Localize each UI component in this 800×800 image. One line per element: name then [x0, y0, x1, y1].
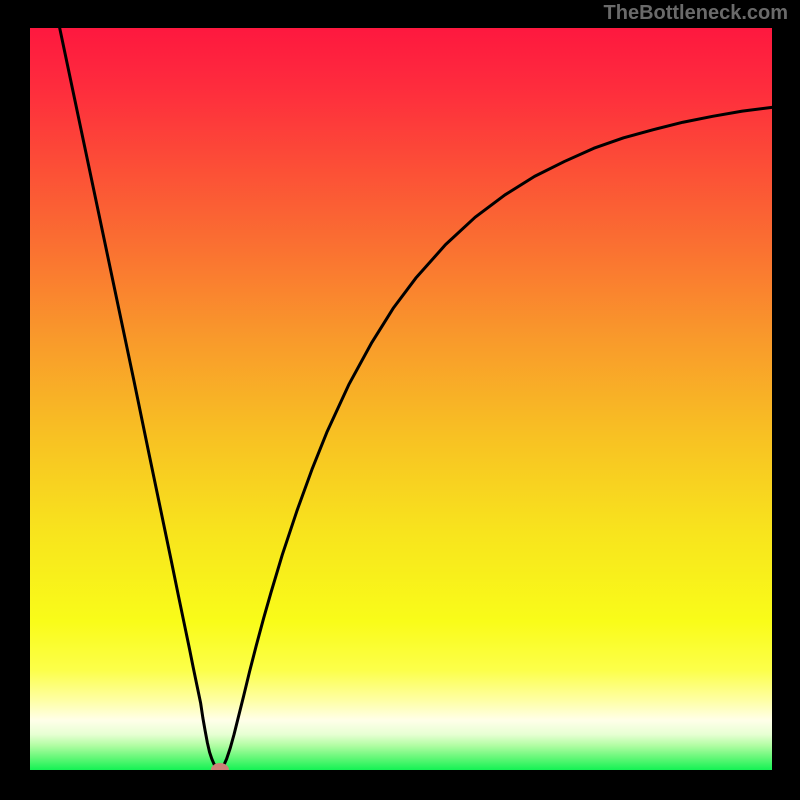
frame-border-bottom: [0, 770, 800, 800]
frame-border-left: [0, 0, 30, 800]
watermark-text: TheBottleneck.com: [604, 2, 788, 25]
frame-border-right: [772, 0, 800, 800]
bottleneck-curve: [60, 28, 772, 770]
curve-svg: [30, 28, 772, 770]
plot-area: [30, 28, 772, 770]
chart-container: TheBottleneck.com: [0, 0, 800, 800]
